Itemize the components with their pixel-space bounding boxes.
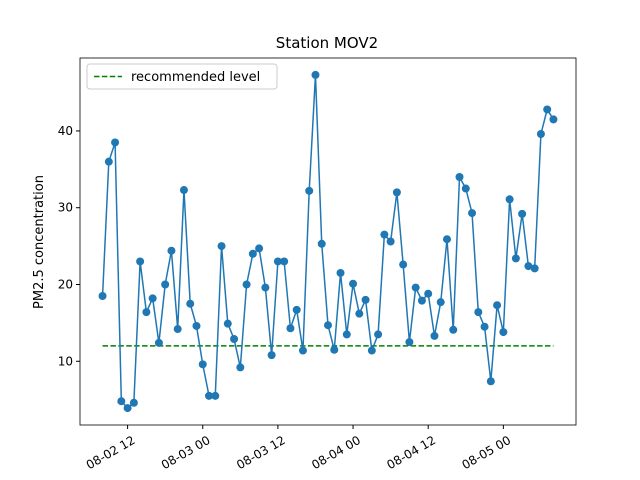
data-point — [424, 289, 433, 298]
data-point — [317, 239, 326, 248]
y-tick-label: 30 — [58, 201, 73, 215]
y-axis-label: PM2.5 concentration — [32, 175, 47, 309]
data-point — [267, 351, 276, 360]
data-point — [311, 70, 320, 79]
data-point — [442, 235, 451, 244]
data-point — [374, 330, 383, 339]
data-point — [255, 244, 264, 253]
data-point — [342, 330, 351, 339]
data-point — [167, 246, 176, 255]
data-point — [380, 230, 389, 239]
data-point — [211, 391, 220, 400]
data-point — [123, 404, 132, 413]
data-point — [417, 296, 426, 305]
data-point — [436, 298, 445, 307]
data-point — [223, 319, 232, 328]
data-point — [286, 324, 295, 333]
data-point — [305, 186, 314, 195]
data-point — [261, 283, 270, 292]
data-point — [292, 305, 301, 314]
data-point — [117, 397, 126, 406]
data-point — [161, 280, 170, 289]
data-point — [361, 295, 370, 304]
data-point — [518, 209, 527, 218]
data-point — [273, 257, 282, 266]
data-point — [198, 360, 207, 369]
data-point — [549, 115, 558, 124]
data-point — [543, 105, 552, 114]
data-point — [480, 322, 489, 331]
data-point — [242, 280, 251, 289]
data-point — [524, 262, 533, 271]
data-point — [430, 331, 439, 340]
data-point — [192, 321, 201, 330]
data-point — [392, 188, 401, 197]
plot-frame — [79, 57, 577, 426]
data-point — [399, 260, 408, 269]
data-point — [499, 328, 508, 337]
data-point — [405, 338, 414, 347]
y-tick-label: 10 — [58, 354, 73, 368]
legend-label: recommended level — [131, 70, 260, 85]
data-point — [154, 338, 163, 347]
data-point — [367, 346, 376, 355]
data-point — [104, 157, 113, 166]
data-point — [468, 209, 477, 218]
data-point — [98, 292, 107, 301]
data-point — [461, 184, 470, 193]
data-point — [505, 195, 514, 204]
data-point — [324, 321, 332, 330]
data-point — [530, 264, 539, 273]
data-point — [355, 309, 364, 318]
data-point — [129, 398, 138, 407]
data-point — [536, 130, 545, 139]
data-point — [280, 257, 289, 266]
y-tick-label: 40 — [58, 124, 73, 138]
data-point — [236, 363, 245, 372]
y-tick-label: 20 — [58, 277, 73, 291]
chart-title: Station MOV2 — [276, 34, 378, 52]
data-point — [111, 138, 120, 147]
data-point — [186, 299, 195, 308]
data-point — [136, 257, 145, 266]
data-point — [205, 391, 214, 400]
data-point — [298, 346, 307, 355]
data-point — [511, 254, 520, 263]
data-point — [493, 301, 502, 310]
data-point — [248, 249, 257, 258]
data-point — [173, 325, 182, 334]
data-point — [455, 173, 464, 182]
legend-box — [86, 63, 278, 90]
data-point — [486, 377, 495, 386]
data-point — [336, 268, 345, 277]
data-point — [148, 294, 157, 303]
data-point — [230, 335, 239, 344]
data-point — [386, 237, 395, 246]
data-point — [330, 345, 339, 354]
data-point — [411, 283, 420, 292]
data-point — [349, 279, 358, 288]
data-point — [142, 308, 151, 317]
data-point — [179, 186, 188, 195]
data-point — [217, 242, 226, 251]
data-point — [474, 308, 483, 317]
data-point — [449, 325, 458, 334]
